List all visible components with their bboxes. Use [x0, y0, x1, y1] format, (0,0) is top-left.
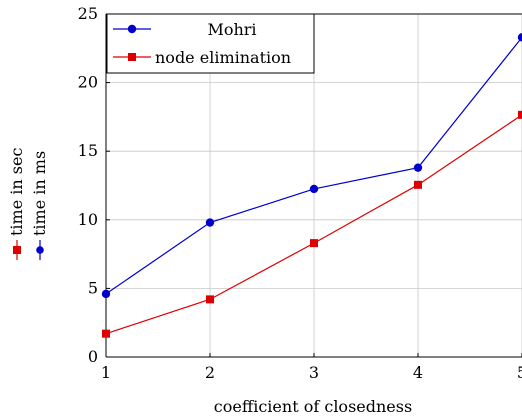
y-label-red-square-icon — [13, 246, 21, 254]
legend-node-elimination-label: node elimination — [155, 48, 291, 67]
data-point-node-elimination — [414, 180, 422, 189]
y-tick-label: 25 — [78, 4, 98, 23]
axis-ticks: 1 2 3 4 5 0 5 10 15 20 25 — [78, 4, 522, 382]
y-tick-label: 0 — [88, 347, 98, 366]
x-tick-label: 5 — [517, 363, 522, 382]
legend-box — [106, 13, 315, 74]
data-point-node-elimination — [518, 110, 522, 119]
y-label-sec: time in sec — [7, 148, 26, 236]
data-point-mohri — [517, 33, 522, 42]
data-point-node-elimination — [102, 329, 110, 338]
legend: Mohri node elimination — [106, 13, 315, 74]
y-tick-label: 15 — [78, 141, 98, 160]
y-tick-label: 5 — [88, 278, 98, 297]
y-label-ms: time in ms — [30, 151, 49, 236]
x-axis-label: coefficient of closedness — [214, 397, 412, 416]
data-point-node-elimination — [310, 239, 318, 248]
y-axis-label: time in ms time in sec — [7, 148, 49, 260]
y-label-blue-circle-icon — [36, 246, 44, 254]
data-point-mohri — [101, 289, 111, 299]
data-point-mohri — [205, 218, 215, 227]
x-tick-label: 4 — [413, 363, 423, 382]
legend-mohri-circle-icon — [127, 24, 137, 34]
data-point-node-elimination — [206, 295, 214, 304]
x-tick-label: 3 — [309, 363, 319, 382]
series-layer — [101, 33, 522, 338]
data-point-mohri — [309, 184, 319, 194]
legend-node-elimination-square-icon — [128, 53, 136, 61]
legend-mohri-label: Mohri — [207, 20, 256, 39]
data-point-mohri — [413, 163, 423, 172]
x-tick-label: 2 — [205, 363, 215, 382]
x-tick-label: 1 — [101, 363, 111, 382]
y-tick-label: 20 — [78, 73, 98, 92]
y-tick-label: 10 — [78, 210, 98, 229]
